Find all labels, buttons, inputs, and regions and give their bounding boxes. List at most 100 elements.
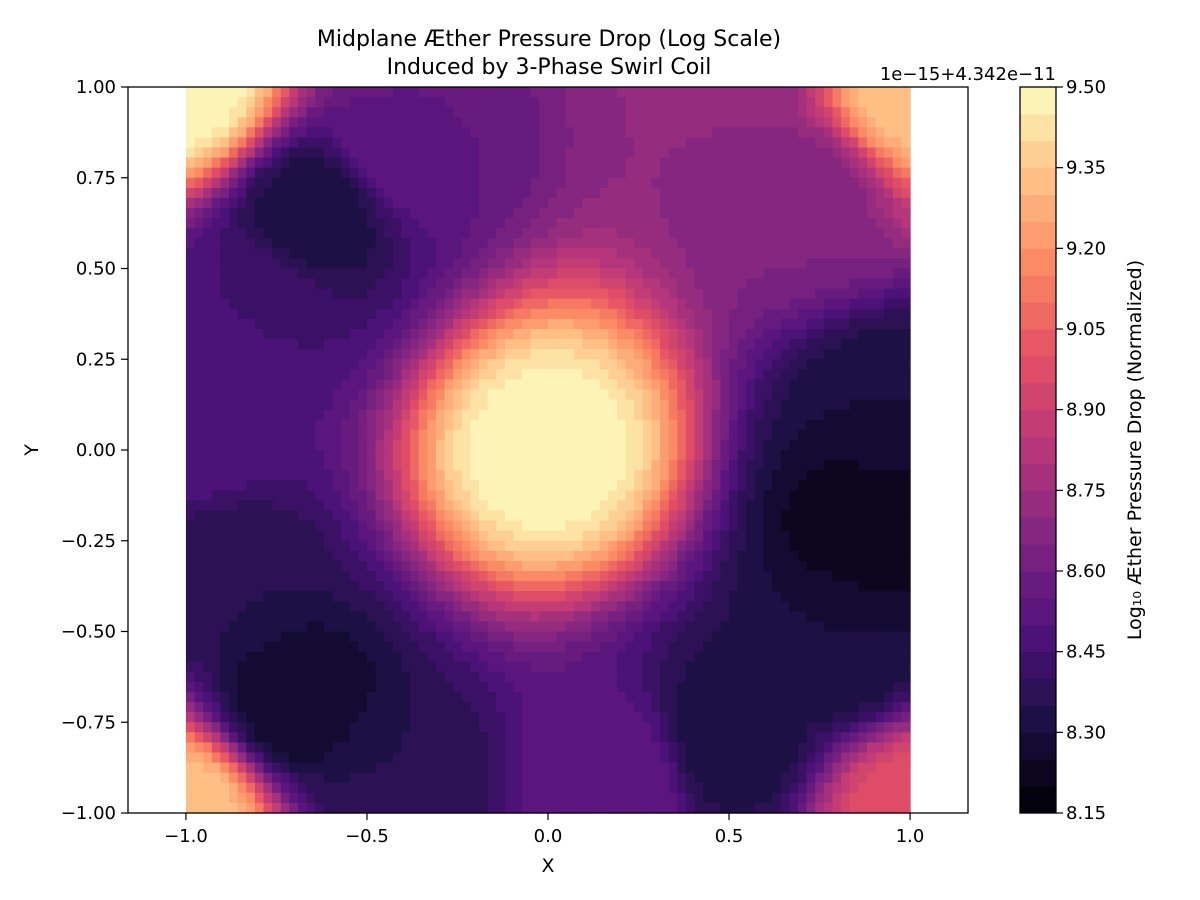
heatmap-cell xyxy=(496,500,506,512)
heatmap-cell xyxy=(720,399,730,411)
heatmap-cell xyxy=(548,792,558,804)
heatmap-cell xyxy=(504,147,515,159)
heatmap-cell xyxy=(720,692,730,703)
heatmap-cell xyxy=(220,339,230,350)
heatmap-cell xyxy=(780,177,790,189)
heatmap-cell xyxy=(556,782,566,794)
heatmap-cell xyxy=(280,480,290,491)
heatmap-cell xyxy=(720,329,730,340)
heatmap-cell xyxy=(616,439,627,451)
heatmap-cell xyxy=(384,601,394,612)
heatmap-cell xyxy=(375,581,385,592)
heatmap-cell xyxy=(694,419,704,431)
heatmap-cell xyxy=(341,187,351,199)
heatmap-cell xyxy=(582,762,592,774)
heatmap-cell xyxy=(306,318,316,330)
heatmap-cell xyxy=(229,631,239,643)
heatmap-cell xyxy=(418,460,428,471)
heatmap-cell xyxy=(634,712,644,723)
heatmap-cell xyxy=(453,611,463,623)
heatmap-cell xyxy=(625,308,635,320)
heatmap-cell xyxy=(272,177,282,189)
heatmap-cell xyxy=(746,399,756,411)
heatmap-cell xyxy=(384,429,394,441)
heatmap-cell xyxy=(401,97,411,108)
heatmap-cell xyxy=(487,651,497,663)
heatmap-cell xyxy=(565,762,575,774)
heatmap-cell xyxy=(737,671,747,683)
heatmap-cell xyxy=(185,702,196,713)
heatmap-cell xyxy=(634,601,644,612)
heatmap-cell xyxy=(720,762,730,774)
heatmap-cell xyxy=(565,792,575,804)
heatmap-cell xyxy=(479,500,489,512)
heatmap-cell xyxy=(729,530,739,542)
heatmap-cell xyxy=(211,550,222,562)
heatmap-cell xyxy=(694,712,704,723)
heatmap-cell xyxy=(522,389,532,401)
heatmap-cell xyxy=(711,671,722,683)
heatmap-cell xyxy=(272,97,282,108)
heatmap-cell xyxy=(220,681,230,693)
heatmap-cell xyxy=(272,107,282,118)
heatmap-cell xyxy=(651,258,661,270)
heatmap-cell xyxy=(513,631,523,643)
heatmap-cell xyxy=(556,722,566,733)
heatmap-cell xyxy=(591,631,601,643)
heatmap-cell xyxy=(608,712,618,723)
heatmap-cell xyxy=(349,87,359,98)
heatmap-cell xyxy=(504,379,515,391)
heatmap-cell xyxy=(513,732,523,744)
heatmap-cell xyxy=(694,692,704,703)
heatmap-cell xyxy=(237,571,247,582)
heatmap-cell xyxy=(703,500,713,512)
heatmap-cell xyxy=(487,591,497,602)
heatmap-cell xyxy=(375,127,385,139)
heatmap-cell xyxy=(599,107,609,118)
heatmap-cell xyxy=(254,409,265,421)
heatmap-cell xyxy=(591,218,601,229)
heatmap-cell xyxy=(280,359,290,370)
heatmap-cell xyxy=(513,97,523,108)
heatmap-cell xyxy=(522,712,532,723)
heatmap-cell xyxy=(625,248,635,260)
heatmap-cell xyxy=(453,197,463,209)
heatmap-cell xyxy=(651,228,661,239)
heatmap-cell xyxy=(306,329,316,340)
heatmap-cell xyxy=(651,177,661,189)
heatmap-cell xyxy=(453,581,463,592)
heatmap-cell xyxy=(298,641,308,653)
heatmap-cell xyxy=(737,450,747,461)
heatmap-cell xyxy=(211,288,222,300)
heatmap-cell xyxy=(306,530,316,542)
heatmap-cell xyxy=(298,268,308,280)
heatmap-cell xyxy=(323,460,334,471)
heatmap-cell xyxy=(453,187,463,199)
heatmap-cell xyxy=(565,137,575,149)
heatmap-cell xyxy=(668,318,678,330)
heatmap-cell xyxy=(513,681,523,693)
heatmap-cell xyxy=(694,87,704,98)
heatmap-cell xyxy=(289,651,299,663)
heatmap-cell xyxy=(625,560,635,572)
heatmap-cell xyxy=(366,722,377,733)
heatmap-cell xyxy=(720,258,730,270)
heatmap-cell xyxy=(263,601,273,612)
heatmap-cell xyxy=(763,621,773,633)
heatmap-cell xyxy=(504,97,515,108)
heatmap-cell xyxy=(237,288,247,300)
heatmap-cell xyxy=(720,581,730,592)
heatmap-cell xyxy=(591,147,601,159)
heatmap-cell xyxy=(763,712,773,723)
heatmap-cell xyxy=(487,187,497,199)
heatmap-cell xyxy=(315,127,325,139)
heatmap-cell xyxy=(772,782,782,794)
heatmap-cell xyxy=(211,581,222,592)
heatmap-cell xyxy=(349,147,359,159)
heatmap-cell xyxy=(315,540,325,552)
heatmap-cell xyxy=(392,581,403,592)
heatmap-cell xyxy=(685,540,696,552)
heatmap-cell xyxy=(539,268,549,280)
heatmap-cell xyxy=(616,228,627,239)
heatmap-cell xyxy=(410,419,420,431)
